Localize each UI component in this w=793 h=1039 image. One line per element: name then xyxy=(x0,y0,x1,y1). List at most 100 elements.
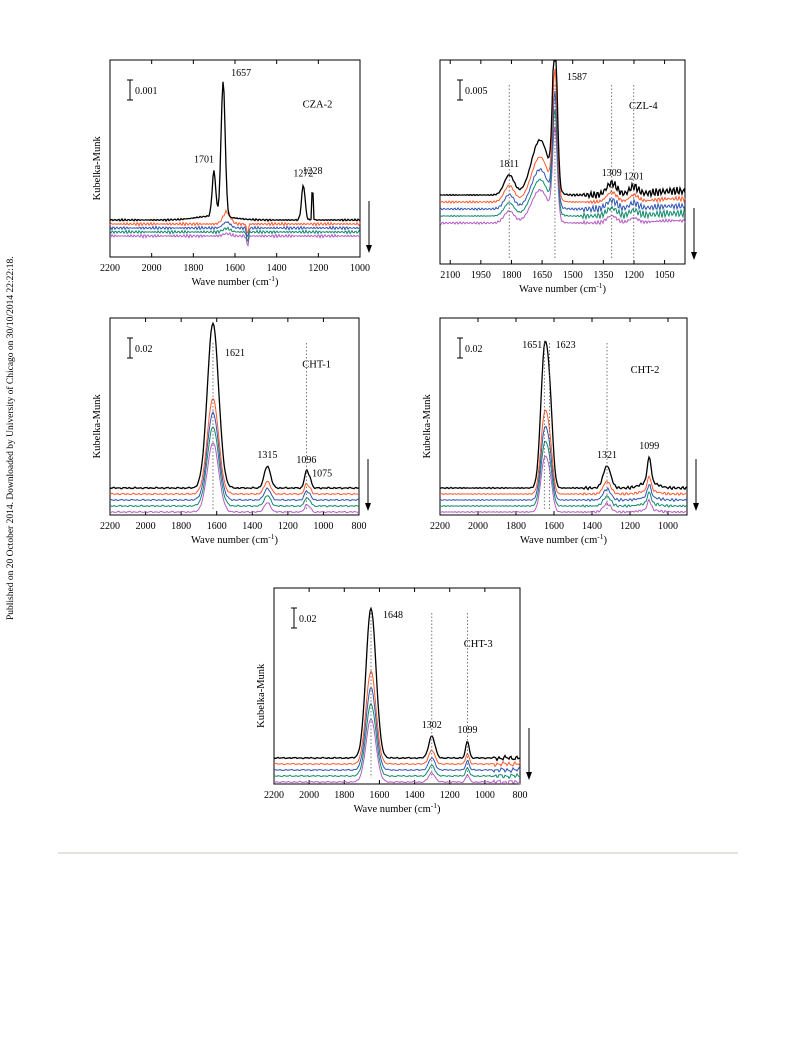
x-tick-label: 1800 xyxy=(183,263,203,274)
peak-label: 1201 xyxy=(624,172,644,183)
peak-label: 1648 xyxy=(383,610,403,621)
series-line xyxy=(109,209,361,234)
peak-label: 1272 xyxy=(293,168,313,179)
chart-cht-1: 2200 2000 1800 1600 1400 1200 1000 800 Wave numb… xyxy=(92,317,371,546)
x-axis-label: Wave number (cm-1) xyxy=(520,532,608,546)
x-tick-label: 1600 xyxy=(544,521,564,532)
x-tick-label: 2200 xyxy=(430,521,450,532)
x-tick-label: 1400 xyxy=(267,263,287,274)
chart-title: CHT-3 xyxy=(464,639,493,650)
x-tick-label: 1400 xyxy=(405,790,425,801)
series-line xyxy=(439,425,688,503)
scale-bar-label: 0.005 xyxy=(465,86,488,97)
x-tick-label: 2000 xyxy=(299,790,319,801)
peak-label: 1623 xyxy=(556,340,576,351)
series-line xyxy=(439,409,687,496)
series-line xyxy=(439,109,686,221)
plot-frame xyxy=(439,59,686,265)
peak-label: 1315 xyxy=(257,450,277,461)
x-tick-label: 1200 xyxy=(624,270,644,281)
series-line xyxy=(439,90,686,214)
x-tick-label: 1350 xyxy=(593,270,613,281)
x-tick-label: 2000 xyxy=(468,521,488,532)
chart-panel-cht-3: 2200 2000 1800 1600 1400 1200 1000 800 Wave numb… xyxy=(244,578,544,826)
traces xyxy=(439,340,688,514)
plot-frame xyxy=(109,317,360,516)
peak-label: 1811 xyxy=(499,159,519,170)
series-line xyxy=(273,670,521,768)
x-axis-label: Wave number (cm-1) xyxy=(191,532,279,546)
series-line xyxy=(109,321,360,490)
chart-title: CZL-4 xyxy=(629,101,658,112)
x-tick-label: 1050 xyxy=(655,270,675,281)
chart-cht-2: 2200 2000 1800 1600 1400 1200 1000 Wave number … xyxy=(422,317,699,546)
x-tick-label: 1200 xyxy=(278,521,298,532)
down-arrow-icon xyxy=(526,772,532,780)
down-arrow-icon xyxy=(693,503,699,511)
series-line xyxy=(109,226,361,243)
series-line xyxy=(439,440,688,508)
x-tick-label: 1650 xyxy=(532,270,552,281)
peak-label: 1657 xyxy=(231,68,251,79)
series-line xyxy=(273,606,521,762)
chart-panel-cza-2: 2200 2000 1800 1600 1400 1200 1000 Wave number … xyxy=(80,48,380,288)
series-line xyxy=(109,220,361,238)
x-tick-label: 1400 xyxy=(582,521,602,532)
series-line xyxy=(273,686,521,774)
x-tick-label: 1800 xyxy=(501,270,521,281)
peak-label: 1075 xyxy=(312,469,332,480)
x-tick-label: 2100 xyxy=(440,270,460,281)
plot-frame xyxy=(439,317,688,516)
x-tick-label: 2000 xyxy=(136,521,156,532)
chart-czl-4: 2100 1950 1800 1650 1500 1350 1200 1050 Wave num… xyxy=(439,59,697,295)
y-axis-label: Kubelka-Munk xyxy=(92,136,103,201)
traces xyxy=(109,81,361,248)
traces xyxy=(273,606,521,786)
down-arrow-icon xyxy=(365,503,371,511)
x-tick-label: 1000 xyxy=(475,790,495,801)
chart-panel-cht-2: 2200 2000 1800 1600 1400 1200 1000 Wave number … xyxy=(410,308,710,556)
x-tick-label: 1800 xyxy=(334,790,354,801)
x-tick-label: 1800 xyxy=(171,521,191,532)
series-line xyxy=(109,231,361,248)
x-axis-label: Wave number (cm-1) xyxy=(519,281,607,295)
series-line xyxy=(439,68,686,205)
series-line xyxy=(439,126,686,226)
x-tick-label: 1600 xyxy=(207,521,227,532)
x-tick-label: 1950 xyxy=(471,270,491,281)
series-line xyxy=(109,81,361,222)
x-tick-label: 1800 xyxy=(506,521,526,532)
x-tick-label: 2000 xyxy=(142,263,162,274)
x-tick-label: 1400 xyxy=(242,521,262,532)
chart-panel-cht-1: 2200 2000 1800 1600 1400 1200 1000 800 Wave numb… xyxy=(80,308,380,556)
x-tick-label: 1600 xyxy=(369,790,389,801)
scale-bar-label: 0.02 xyxy=(135,344,153,355)
y-axis-label: Kubelka-Munk xyxy=(422,394,433,459)
chart-panel-czl-4: 2100 1950 1800 1650 1500 1350 1200 1050 Wave num… xyxy=(410,48,710,295)
peak-label: 1621 xyxy=(225,348,245,359)
chart-title: CHT-2 xyxy=(631,365,660,376)
peak-label: 1099 xyxy=(457,725,477,736)
series-line xyxy=(273,718,521,786)
peak-label: 1228 xyxy=(303,166,323,177)
chart-title: CHT-1 xyxy=(302,359,331,370)
page-divider xyxy=(58,852,738,854)
x-tick-label: 1200 xyxy=(308,263,328,274)
traces xyxy=(109,321,360,514)
x-tick-label: 1600 xyxy=(225,263,245,274)
x-tick-label: 1000 xyxy=(313,521,333,532)
series-line xyxy=(109,411,360,502)
traces xyxy=(439,60,686,226)
down-arrow-icon xyxy=(691,252,697,260)
peak-label: 1321 xyxy=(597,450,617,461)
publication-note: Published on 20 October 2014. Downloaded… xyxy=(6,256,16,620)
chart-cht-3: 2200 2000 1800 1600 1400 1200 1000 800 Wave numb… xyxy=(256,587,532,815)
peak-label: 1651 xyxy=(522,340,542,351)
peak-label: 1587 xyxy=(567,72,587,83)
peak-label: 1701 xyxy=(194,155,214,166)
peak-label: 1309 xyxy=(602,168,622,179)
series-line xyxy=(109,397,360,496)
x-tick-label: 1000 xyxy=(658,521,678,532)
x-tick-label: 2200 xyxy=(100,263,120,274)
chart-cza-2: 2200 2000 1800 1600 1400 1200 1000 Wave number … xyxy=(92,59,372,288)
